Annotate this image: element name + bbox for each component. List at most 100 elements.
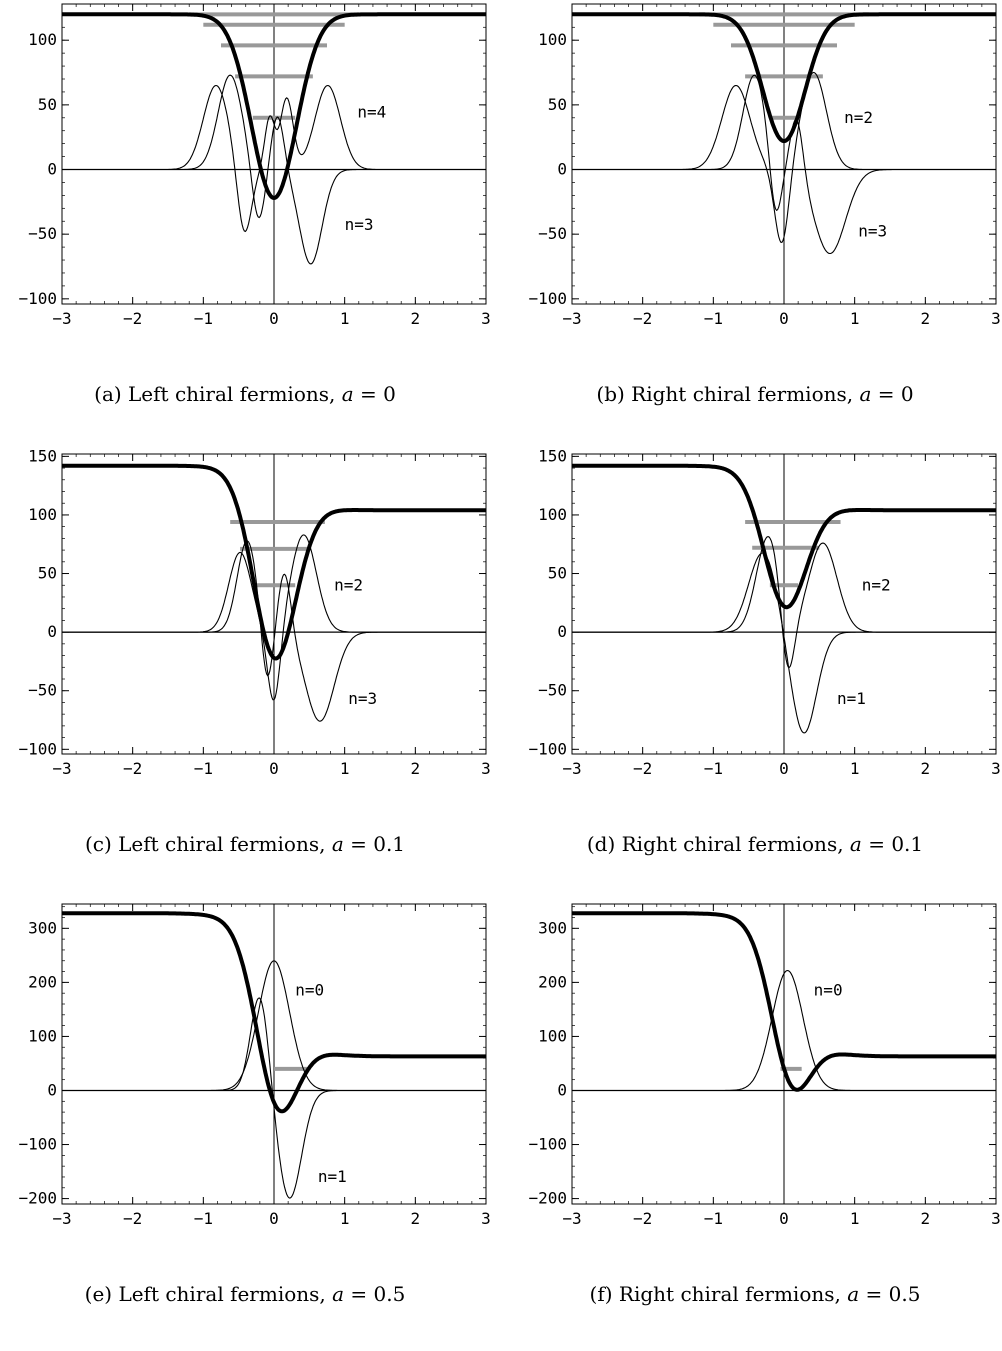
y-tick-label: 150 <box>28 450 57 465</box>
x-tick-label: 1 <box>850 309 860 328</box>
x-tick-label: 1 <box>340 1209 350 1228</box>
wavefunction-label: n=1 <box>837 689 866 708</box>
caption-text: (b) Right chiral fermions, <box>596 382 860 406</box>
y-tick-label: 300 <box>28 918 57 937</box>
chart-plot: −100 −50 0 50 100 150 −3 −2 −1 0 1 2 3 n=2 n=1 <box>528 450 1000 778</box>
x-tick-label: 1 <box>340 309 350 328</box>
x-tick-label: −3 <box>52 1209 71 1228</box>
x-tick-label: 3 <box>481 1209 490 1228</box>
y-tick-label: 0 <box>557 1080 567 1099</box>
caption-value: = 0 <box>871 382 914 406</box>
wavefunction-label: n=0 <box>814 980 843 999</box>
y-tick-label: 0 <box>557 160 567 179</box>
potential-curve <box>571 12 997 144</box>
y-tick-label: −50 <box>538 224 567 243</box>
y-tick-label: −100 <box>18 739 57 758</box>
caption-text: (f) Right chiral fermions, <box>589 1282 848 1306</box>
potential-curve <box>61 911 487 1114</box>
caption-text: (a) Left chiral fermions, <box>94 382 342 406</box>
chart-caption: (d) Right chiral fermions, a = 0.1 <box>510 832 1000 856</box>
y-tick-label: −100 <box>18 1135 57 1154</box>
y-tick-label: 50 <box>548 564 567 583</box>
y-tick-label: −100 <box>528 289 567 308</box>
y-tick-label: 0 <box>557 622 567 641</box>
x-tick-label: 0 <box>269 309 279 328</box>
panel-c: −100 −50 0 50 100 150 −3 −2 −1 0 1 2 3 n=2 n=3 (c) Lef… <box>0 450 490 890</box>
x-tick-label: 3 <box>481 759 490 778</box>
wavefunction-n0 <box>572 969 996 1092</box>
y-tick-label: 100 <box>28 1026 57 1045</box>
x-tick-label: −1 <box>704 759 723 778</box>
panel-a: −100 −50 0 50 100 −3 −2 −1 0 1 2 3 n=4 n=3 (a) Left c… <box>0 0 490 440</box>
panel-e: −200 −100 0 100 200 300 −3 −2 −1 0 1 2 3 n=0 n=1 (e) L… <box>0 900 490 1340</box>
x-tick-label: −3 <box>562 759 581 778</box>
x-tick-label: −3 <box>52 309 71 328</box>
x-tick-label: 0 <box>269 1209 279 1228</box>
x-tick-label: 3 <box>991 309 1000 328</box>
x-tick-label: −1 <box>194 759 213 778</box>
y-tick-label: 0 <box>47 1080 57 1099</box>
y-tick-label: −50 <box>28 224 57 243</box>
x-tick-label: −2 <box>123 1209 142 1228</box>
x-tick-label: 0 <box>779 759 789 778</box>
x-tick-label: 1 <box>850 1209 860 1228</box>
caption-text: (c) Left chiral fermions, <box>84 832 332 856</box>
caption-variable: a <box>341 382 354 406</box>
caption-variable: a <box>849 832 862 856</box>
caption-variable: a <box>331 832 344 856</box>
y-tick-label: −50 <box>28 681 57 700</box>
y-tick-label: −100 <box>18 289 57 308</box>
caption-variable: a <box>332 1282 345 1306</box>
x-tick-label: 1 <box>850 759 860 778</box>
x-tick-label: 0 <box>779 309 789 328</box>
caption-value: = 0 <box>353 382 396 406</box>
x-tick-label: −3 <box>52 759 71 778</box>
y-tick-label: 0 <box>47 622 57 641</box>
y-tick-label: 100 <box>538 30 567 49</box>
y-tick-label: 100 <box>28 505 57 524</box>
wavefunction-label: n=2 <box>334 575 363 594</box>
panel-b: −100 −50 0 50 100 −3 −2 −1 0 1 2 3 n=2 n=3 (b) Right … <box>510 0 1000 440</box>
x-tick-label: −2 <box>633 759 652 778</box>
y-tick-label: −100 <box>528 1135 567 1154</box>
wavefunction-label: n=4 <box>357 103 386 122</box>
x-tick-label: 0 <box>269 759 279 778</box>
wavefunction-label: n=3 <box>345 215 374 234</box>
x-tick-label: −2 <box>123 759 142 778</box>
y-tick-label: 50 <box>38 95 57 114</box>
x-tick-label: 2 <box>411 759 421 778</box>
y-tick-label: −50 <box>538 681 567 700</box>
caption-variable: a <box>859 382 872 406</box>
chart-plot: −100 −50 0 50 100 −3 −2 −1 0 1 2 3 n=2 n=3 <box>528 3 1000 328</box>
x-tick-label: −1 <box>704 1209 723 1228</box>
x-tick-label: 3 <box>481 309 490 328</box>
x-tick-label: 2 <box>921 1209 931 1228</box>
wavefunction-label: n=1 <box>318 1167 347 1186</box>
y-tick-label: 150 <box>538 450 567 465</box>
caption-variable: a <box>847 1282 860 1306</box>
wavefunction-n1 <box>62 997 486 1199</box>
wavefunction-label: n=3 <box>348 689 377 708</box>
x-tick-label: −2 <box>633 1209 652 1228</box>
wavefunction-n3 <box>572 74 996 255</box>
y-tick-label: 300 <box>538 918 567 937</box>
chart-plot: −100 −50 0 50 100 −3 −2 −1 0 1 2 3 n=4 n=3 <box>18 3 490 328</box>
chart-caption: (f) Right chiral fermions, a = 0.5 <box>510 1282 1000 1306</box>
y-tick-label: 100 <box>28 30 57 49</box>
x-tick-label: −2 <box>123 309 142 328</box>
x-tick-label: −1 <box>704 309 723 328</box>
wavefunction-label: n=0 <box>295 980 324 999</box>
x-tick-label: 2 <box>921 309 931 328</box>
x-tick-label: 2 <box>921 759 931 778</box>
x-tick-label: 2 <box>411 1209 421 1228</box>
x-tick-label: 3 <box>991 759 1000 778</box>
potential-curve <box>571 463 997 610</box>
wavefunction-label: n=3 <box>858 222 887 241</box>
caption-value: = 0.1 <box>861 832 924 856</box>
panel-f: −200 −100 0 100 200 300 −3 −2 −1 0 1 2 3 n=0 (f) Righ… <box>510 900 1000 1340</box>
y-tick-label: −200 <box>528 1189 567 1208</box>
x-tick-label: 3 <box>991 1209 1000 1228</box>
wavefunction-n3 <box>62 540 486 722</box>
potential-curve <box>61 12 487 200</box>
x-tick-label: −3 <box>562 1209 581 1228</box>
